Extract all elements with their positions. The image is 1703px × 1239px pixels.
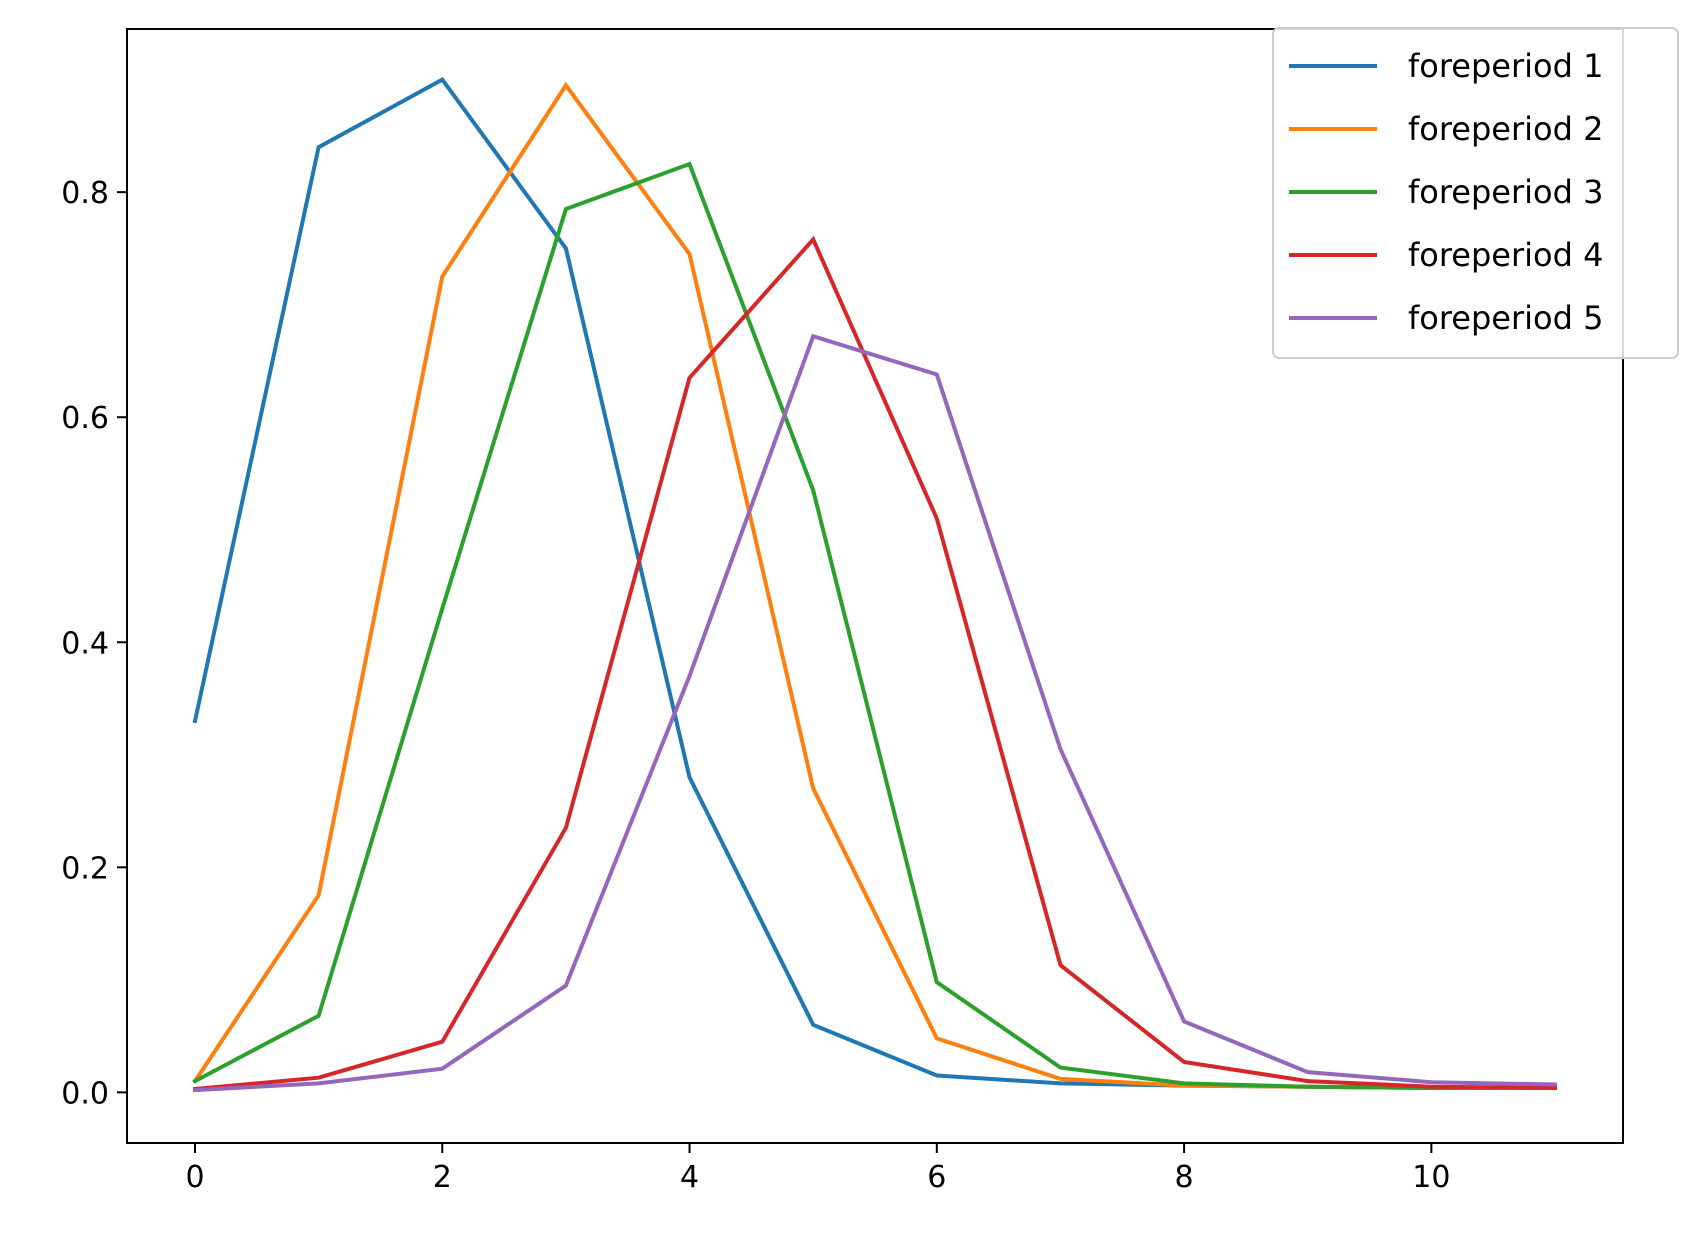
x-tick-label: 4 (680, 1160, 699, 1195)
x-tick-label: 6 (927, 1160, 946, 1195)
x-tick-label: 8 (1175, 1160, 1194, 1195)
y-tick-label: 0.2 (61, 851, 109, 886)
x-tick-label: 10 (1412, 1160, 1450, 1195)
x-tick-label: 0 (185, 1160, 204, 1195)
legend-label-4: foreperiod 4 (1408, 236, 1603, 274)
x-tick-label: 2 (433, 1160, 452, 1195)
axes: 0 2 4 6 8 10 0.0 0.2 0.4 0.6 0.8 (61, 28, 1624, 1195)
legend-label-1: foreperiod 1 (1408, 47, 1603, 85)
legend-label-3: foreperiod 3 (1408, 173, 1603, 211)
y-tick-label: 0.0 (61, 1076, 109, 1111)
legend: foreperiod 1 foreperiod 2 foreperiod 3 fore… (1272, 27, 1679, 359)
legend-label-5: foreperiod 5 (1408, 299, 1603, 337)
series-line-3 (192, 161, 1557, 1090)
series-line-4 (192, 235, 1558, 1092)
series-line-5 (192, 333, 1558, 1093)
series-layer (192, 77, 1558, 1093)
y-tick-label: 0.6 (61, 401, 109, 436)
axes-frame (126, 28, 1624, 1144)
legend-label-2: foreperiod 2 (1408, 110, 1603, 148)
y-tick-label: 0.4 (61, 626, 109, 661)
legend-box (1272, 27, 1679, 359)
y-tick-label: 0.8 (61, 176, 109, 211)
